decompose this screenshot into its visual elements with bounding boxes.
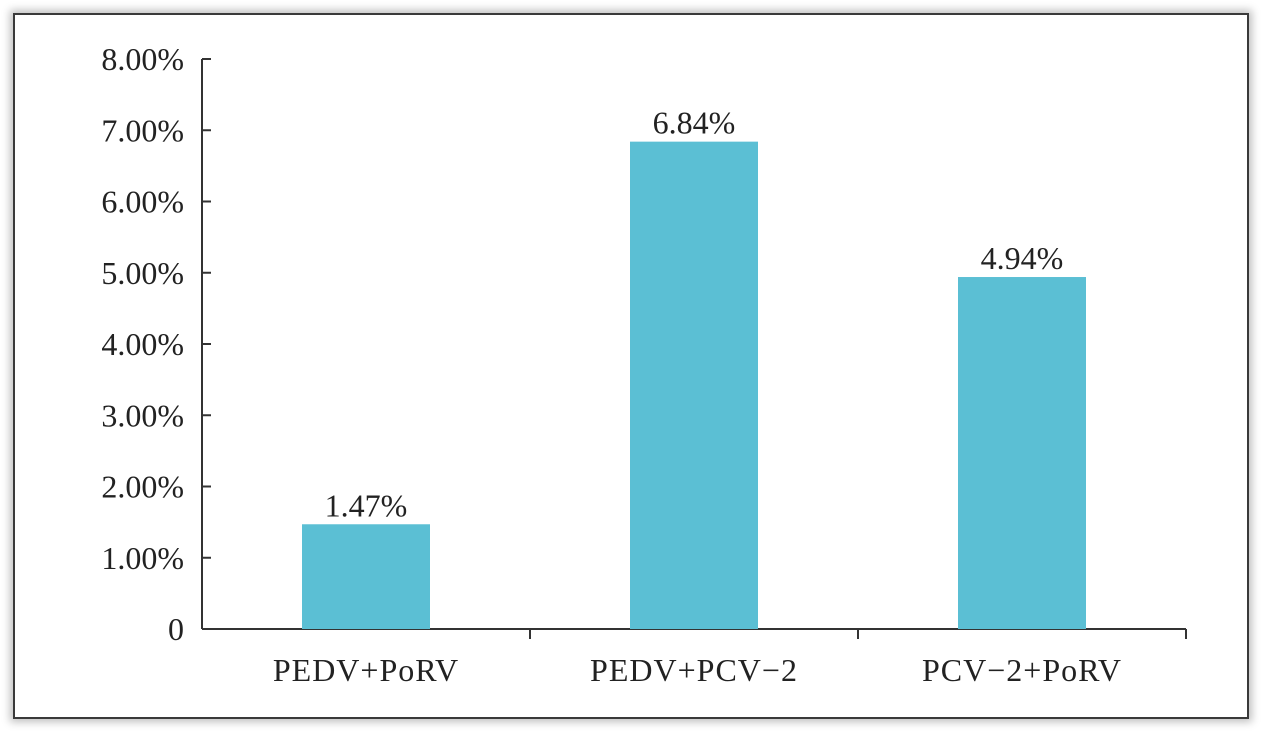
y-tick-label: 2.00% (101, 469, 184, 505)
y-tick-label: 6.00% (101, 184, 184, 220)
y-tick-label: 3.00% (101, 397, 184, 433)
y-tick-label: 0 (168, 611, 184, 647)
bar (958, 277, 1086, 629)
data-label: 1.47% (325, 487, 408, 523)
y-tick-label: 7.00% (101, 112, 184, 148)
y-tick-label: 5.00% (101, 255, 184, 291)
bar (302, 524, 430, 629)
labels: 0 1.00% 2.00% 3.00% 4.00% 5.00% 6.00% 7.00% 8.00… (101, 41, 1122, 688)
data-label: 4.94% (981, 240, 1064, 276)
bar (630, 141, 758, 629)
bars (302, 141, 1086, 629)
y-tick-label: 4.00% (101, 326, 184, 362)
y-tick-label: 1.00% (101, 540, 184, 576)
x-category-label: PEDV+PCV−2 (590, 652, 798, 688)
y-tick-label: 8.00% (101, 41, 184, 77)
data-label: 6.84% (653, 105, 736, 141)
x-category-label: PCV−2+PoRV (922, 652, 1122, 688)
x-category-label: PEDV+PoRV (273, 652, 459, 688)
